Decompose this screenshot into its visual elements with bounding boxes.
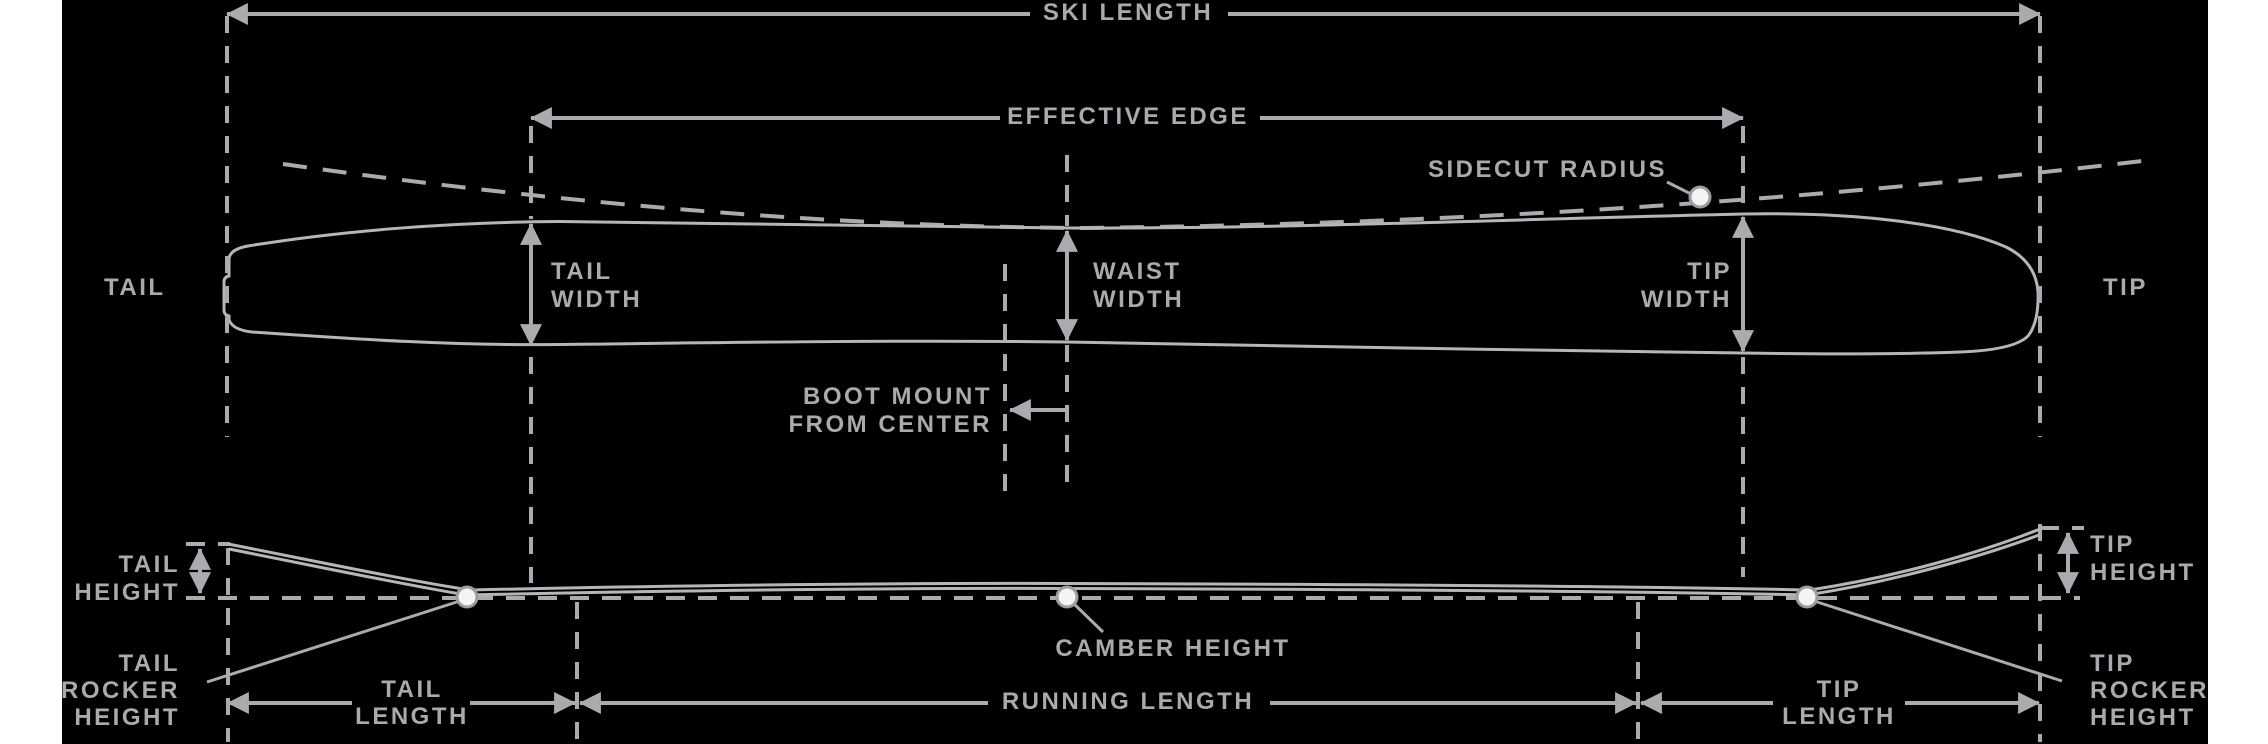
boot-mount-label-line1: BOOT MOUNT (803, 383, 992, 410)
tail-contact-dot (455, 585, 479, 609)
tip-rocker-height-label: TIP ROCKER HEIGHT (2090, 650, 2209, 731)
boot-mount-label-line2: FROM CENTER (788, 411, 992, 438)
tail-rocker-height-label-line2: ROCKER (60, 677, 180, 704)
tail-length-label-line2: LENGTH (355, 703, 469, 730)
tip-length-label: TIP LENGTH (1782, 676, 1896, 730)
ski-length-label: SKI LENGTH (1042, 0, 1214, 26)
sidecut-curve (282, 159, 2143, 231)
tail-width-label-line1: TAIL (551, 258, 613, 285)
tail-label: TAIL (104, 274, 166, 301)
tail-height-label-line1: TAIL (118, 551, 180, 578)
tail-height-label-line2: HEIGHT (74, 579, 180, 606)
tip-rocker-height-label-line1: TIP (2090, 650, 2135, 677)
ski-side-base-surface (228, 533, 2040, 597)
tail-height-label: TAIL HEIGHT (74, 551, 180, 607)
tail-length-label: TAIL LENGTH (355, 676, 469, 730)
tip-rocker-height-label-line3: HEIGHT (2090, 704, 2196, 731)
tip-contact-dot (1795, 585, 1819, 609)
tip-height-label-line2: HEIGHT (2090, 559, 2196, 586)
tip-rocker-height-label-line2: ROCKER (2090, 677, 2210, 704)
tail-rocker-height-label-line1: TAIL (118, 650, 180, 677)
tip-length-label-line1: TIP (1816, 676, 1862, 703)
tail-width-label-line2: WIDTH (551, 286, 643, 313)
tail-rocker-height-label-line3: HEIGHT (74, 704, 180, 731)
tail-width-label: TAIL WIDTH (551, 258, 642, 314)
tip-width-label: TIP WIDTH (1641, 258, 1732, 314)
camber-dot (1055, 585, 1079, 609)
sidecut-radius-leader (1666, 180, 1692, 196)
camber-height-leader (1070, 600, 1105, 634)
ski-top-outline (222, 212, 2040, 356)
tip-length-label-line2: LENGTH (1782, 703, 1896, 730)
running-length-label: RUNNING LENGTH (1001, 688, 1255, 715)
tail-length-label-line1: TAIL (381, 676, 443, 703)
boot-mount-label: BOOT MOUNT FROM CENTER (789, 383, 993, 439)
tip-width-label-line2: WIDTH (1640, 286, 1732, 313)
tip-width-label-line1: TIP (1687, 258, 1732, 285)
tip-label: TIP (2103, 274, 2148, 301)
tip-height-label-line1: TIP (2090, 531, 2135, 558)
waist-width-label-line2: WIDTH (1093, 286, 1185, 313)
tail-rocker-height-label: TAIL ROCKER HEIGHT (61, 650, 180, 731)
ski-side-top-surface (227, 527, 2041, 592)
effective-edge-label: EFFECTIVE EDGE (1007, 103, 1249, 130)
waist-width-label: WAIST WIDTH (1093, 258, 1184, 314)
diagram-panel (62, 0, 2208, 744)
tail-rocker-leader (206, 598, 464, 684)
tip-rocker-leader (1810, 598, 2063, 683)
tip-height-label: TIP HEIGHT (2090, 531, 2196, 587)
waist-width-label-line1: WAIST (1093, 258, 1182, 285)
sidecut-radius-label: SIDECUT RADIUS (1428, 156, 1668, 183)
camber-height-label: CAMBER HEIGHT (1055, 635, 1291, 662)
sidecut-radius-dot (1688, 185, 1712, 209)
